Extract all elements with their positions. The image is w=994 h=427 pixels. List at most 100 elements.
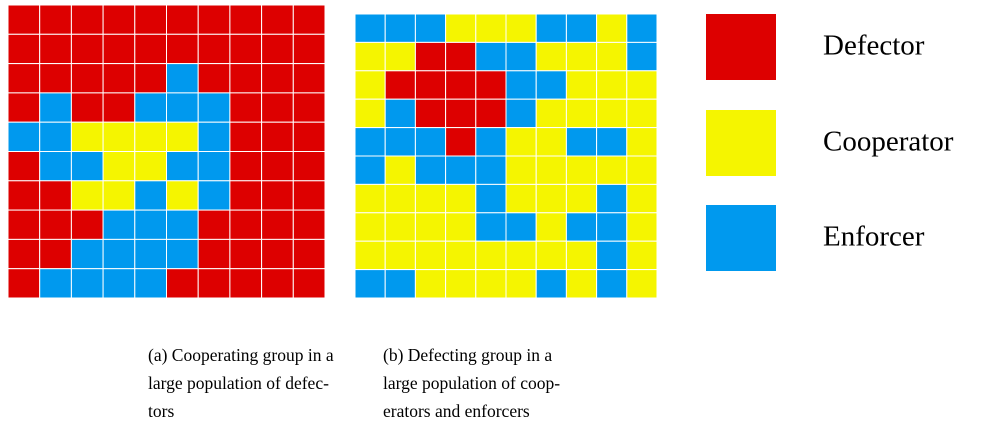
cell	[102, 33, 136, 65]
cell	[197, 209, 231, 240]
cell	[70, 238, 104, 270]
cell	[475, 183, 507, 214]
cell	[197, 63, 231, 94]
cell	[565, 240, 598, 271]
cell	[384, 240, 416, 271]
cell	[261, 151, 294, 182]
cell	[505, 41, 537, 72]
cell	[292, 4, 326, 35]
cell	[134, 268, 168, 299]
cell	[39, 238, 72, 270]
cell	[505, 98, 537, 129]
cell	[384, 98, 416, 129]
cell	[197, 4, 231, 35]
cell	[596, 155, 628, 185]
cell	[354, 41, 386, 72]
cell	[596, 183, 628, 214]
cell	[445, 212, 477, 242]
cell	[505, 240, 537, 271]
legend-swatch	[706, 205, 776, 271]
cell	[535, 98, 567, 129]
cell	[475, 269, 507, 299]
cell	[445, 13, 477, 43]
cell	[102, 92, 136, 123]
cell	[535, 155, 567, 185]
cell	[7, 209, 41, 240]
cell	[354, 13, 386, 43]
cell	[229, 92, 263, 123]
caption-line: (a) Cooperating group in a	[148, 345, 334, 365]
cell	[445, 240, 477, 271]
cell	[565, 70, 598, 100]
cell	[475, 155, 507, 185]
cell	[102, 238, 136, 270]
cell	[197, 92, 231, 123]
cell	[596, 41, 628, 72]
cell	[292, 268, 326, 299]
cell	[354, 240, 386, 271]
cell	[39, 33, 72, 65]
cell	[292, 151, 326, 182]
cell	[384, 183, 416, 214]
cell	[475, 240, 507, 271]
cell	[384, 269, 416, 299]
cell	[102, 180, 136, 211]
cell	[229, 209, 263, 240]
cell	[7, 33, 41, 65]
cell	[7, 121, 41, 152]
cell	[354, 70, 386, 100]
cell	[414, 13, 447, 43]
legend-label: Cooperator	[823, 126, 954, 158]
cell	[414, 70, 447, 100]
cell	[166, 238, 199, 270]
cell	[166, 209, 199, 240]
cell	[102, 4, 136, 35]
cell	[292, 92, 326, 123]
cell	[384, 127, 416, 157]
cell	[197, 268, 231, 299]
cell	[626, 70, 658, 100]
cell	[102, 63, 136, 94]
cell	[414, 127, 447, 157]
cell	[565, 269, 598, 299]
caption-line: large population of coop-	[383, 373, 560, 393]
caption-line: large population of defec-	[148, 373, 329, 393]
cell	[414, 269, 447, 299]
cell	[261, 92, 294, 123]
cell	[445, 155, 477, 185]
cell	[626, 155, 658, 185]
cell	[535, 240, 567, 271]
cell	[626, 98, 658, 129]
cell	[505, 183, 537, 214]
cell	[7, 151, 41, 182]
cell	[596, 240, 628, 271]
cell	[535, 269, 567, 299]
cell	[70, 209, 104, 240]
cell	[475, 41, 507, 72]
cell	[261, 209, 294, 240]
cell	[292, 180, 326, 211]
cell	[354, 127, 386, 157]
cell	[475, 13, 507, 43]
cell	[565, 127, 598, 157]
cell	[229, 33, 263, 65]
cell	[626, 269, 658, 299]
cell	[414, 98, 447, 129]
cell	[197, 180, 231, 211]
cell	[39, 63, 72, 94]
cell	[626, 240, 658, 271]
cell	[229, 238, 263, 270]
cell	[414, 212, 447, 242]
cell	[39, 209, 72, 240]
cell	[626, 183, 658, 214]
cell	[626, 41, 658, 72]
cell	[384, 70, 416, 100]
cell	[445, 183, 477, 214]
cell	[166, 63, 199, 94]
cell	[134, 209, 168, 240]
cell	[596, 127, 628, 157]
cell	[384, 155, 416, 185]
cell	[7, 92, 41, 123]
cell	[445, 269, 477, 299]
cell	[475, 98, 507, 129]
